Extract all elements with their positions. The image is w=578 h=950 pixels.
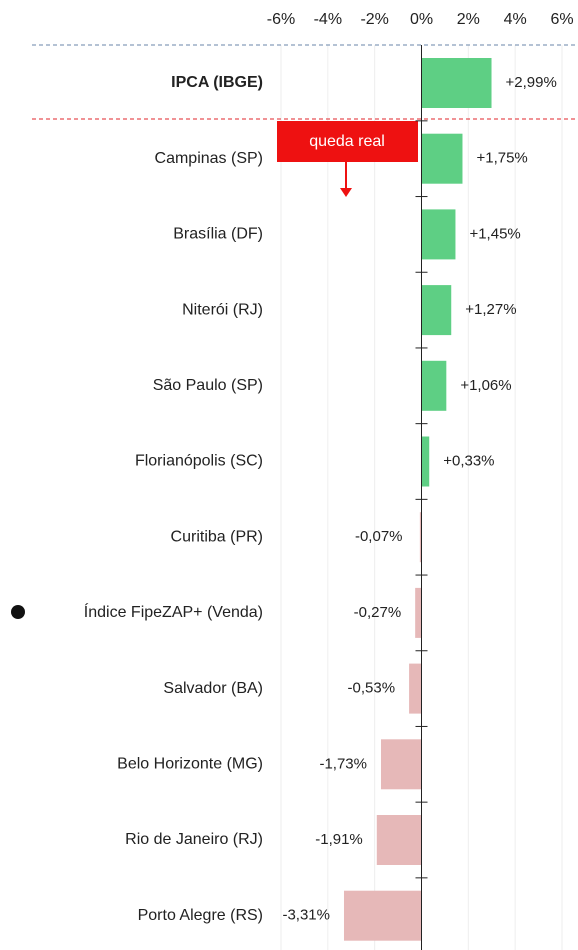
x-tick-label: -4% <box>314 11 342 28</box>
value-label: -0,53% <box>348 680 396 697</box>
bar <box>421 133 463 184</box>
category-label: Campinas (SP) <box>155 150 263 167</box>
bar <box>421 360 447 411</box>
x-tick-label: 2% <box>457 11 480 28</box>
x-tick-label: -6% <box>267 11 295 28</box>
value-label: -1,91% <box>315 831 363 848</box>
bar <box>409 663 422 714</box>
x-tick-label: 6% <box>550 11 573 28</box>
value-label: +0,33% <box>443 452 494 469</box>
category-label: Curitiba (PR) <box>171 528 263 545</box>
bar <box>419 512 422 563</box>
x-tick-label: 4% <box>504 11 527 28</box>
bullet <box>11 605 25 619</box>
x-tick-label: 0% <box>410 11 433 28</box>
category-label: Porto Alegre (RS) <box>138 907 263 924</box>
value-label: -3,31% <box>282 907 330 924</box>
value-label: -0,07% <box>355 528 403 545</box>
category-label: Florianópolis (SC) <box>135 453 263 470</box>
bar <box>421 285 452 336</box>
bar <box>415 587 422 638</box>
category-label: Niterói (RJ) <box>182 301 263 318</box>
value-label: +1,06% <box>460 377 511 394</box>
value-label: +1,75% <box>476 150 527 167</box>
category-label: Belo Horizonte (MG) <box>117 756 263 773</box>
category-label: São Paulo (SP) <box>153 377 263 394</box>
bar <box>380 739 422 790</box>
value-label: +2,99% <box>506 74 557 91</box>
value-label: -0,27% <box>354 604 402 621</box>
value-label: +1,27% <box>465 301 516 318</box>
annotation-text: queda real <box>309 133 385 150</box>
category-label: Salvador (BA) <box>163 680 263 697</box>
bar <box>421 436 430 487</box>
annotation-arrow-head <box>340 188 352 197</box>
bar <box>376 815 422 865</box>
x-tick-label: -2% <box>360 11 388 28</box>
bar <box>343 890 422 941</box>
bar <box>421 58 492 108</box>
value-label: +1,45% <box>469 225 520 242</box>
category-label: Índice FipeZAP+ (Venda) <box>84 602 263 621</box>
category-label: IPCA (IBGE) <box>171 74 263 91</box>
bar <box>421 209 456 260</box>
annotation-box <box>277 121 418 162</box>
value-label: -1,73% <box>319 755 367 772</box>
category-label: Rio de Janeiro (RJ) <box>125 831 263 848</box>
category-label: Brasília (DF) <box>173 226 263 243</box>
